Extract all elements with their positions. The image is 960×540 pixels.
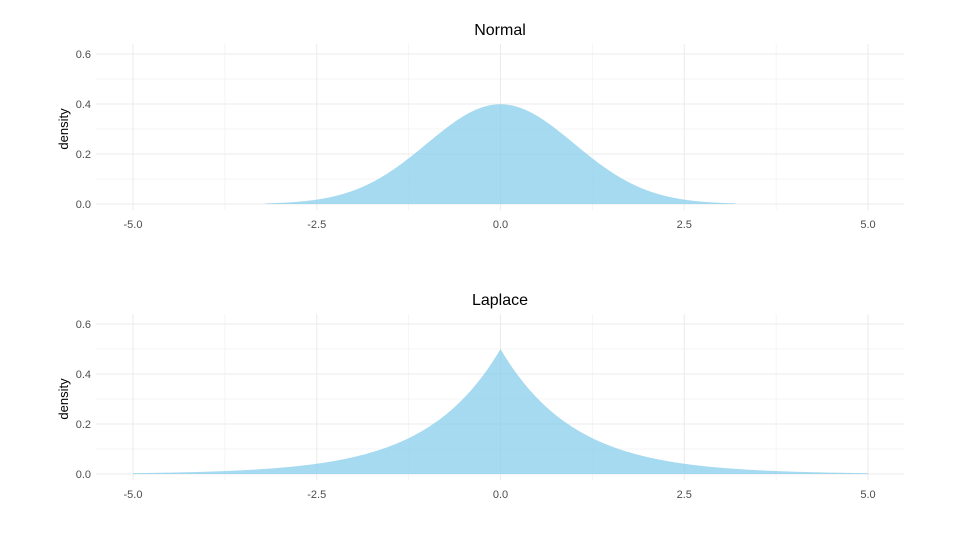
y-tick-label: 0.6 [76, 319, 91, 331]
y-axis-title-normal: density [56, 108, 71, 150]
x-tick-label: 5.0 [860, 219, 875, 231]
x-tick-label: 5.0 [860, 489, 875, 501]
y-ticks-laplace: 0.0 0.2 0.4 0.6 [76, 319, 91, 481]
panel-normal: Normal density 0.0 0.2 0.4 0.6 -5.0 -2.5… [56, 22, 904, 231]
x-ticks-normal: -5.0 -2.5 0.0 2.5 5.0 [124, 219, 876, 231]
x-ticks-laplace: -5.0 -2.5 0.0 2.5 5.0 [124, 489, 876, 501]
y-tick-label: 0.2 [76, 419, 91, 431]
y-tick-label: 0.2 [76, 149, 91, 161]
panel-title-laplace: Laplace [472, 292, 528, 309]
x-tick-label: 2.5 [677, 489, 692, 501]
panel-title-normal: Normal [474, 22, 526, 39]
density-area-laplace [133, 349, 868, 474]
x-tick-label: 0.0 [493, 489, 508, 501]
y-tick-label: 0.6 [76, 49, 91, 61]
x-tick-label: -5.0 [124, 219, 143, 231]
panel-laplace: Laplace density 0.0 0.2 0.4 0.6 -5.0 -2.… [56, 292, 904, 501]
x-tick-label: -2.5 [307, 219, 326, 231]
x-tick-label: 2.5 [677, 219, 692, 231]
y-axis-title-laplace: density [56, 378, 71, 420]
x-tick-label: -2.5 [307, 489, 326, 501]
x-tick-label: 0.0 [493, 219, 508, 231]
density-area-normal [265, 104, 736, 204]
y-ticks-normal: 0.0 0.2 0.4 0.6 [76, 49, 91, 211]
y-tick-label: 0.4 [76, 99, 91, 111]
x-tick-label: -5.0 [124, 489, 143, 501]
y-tick-label: 0.0 [76, 469, 91, 481]
y-tick-label: 0.4 [76, 369, 91, 381]
y-tick-label: 0.0 [76, 199, 91, 211]
